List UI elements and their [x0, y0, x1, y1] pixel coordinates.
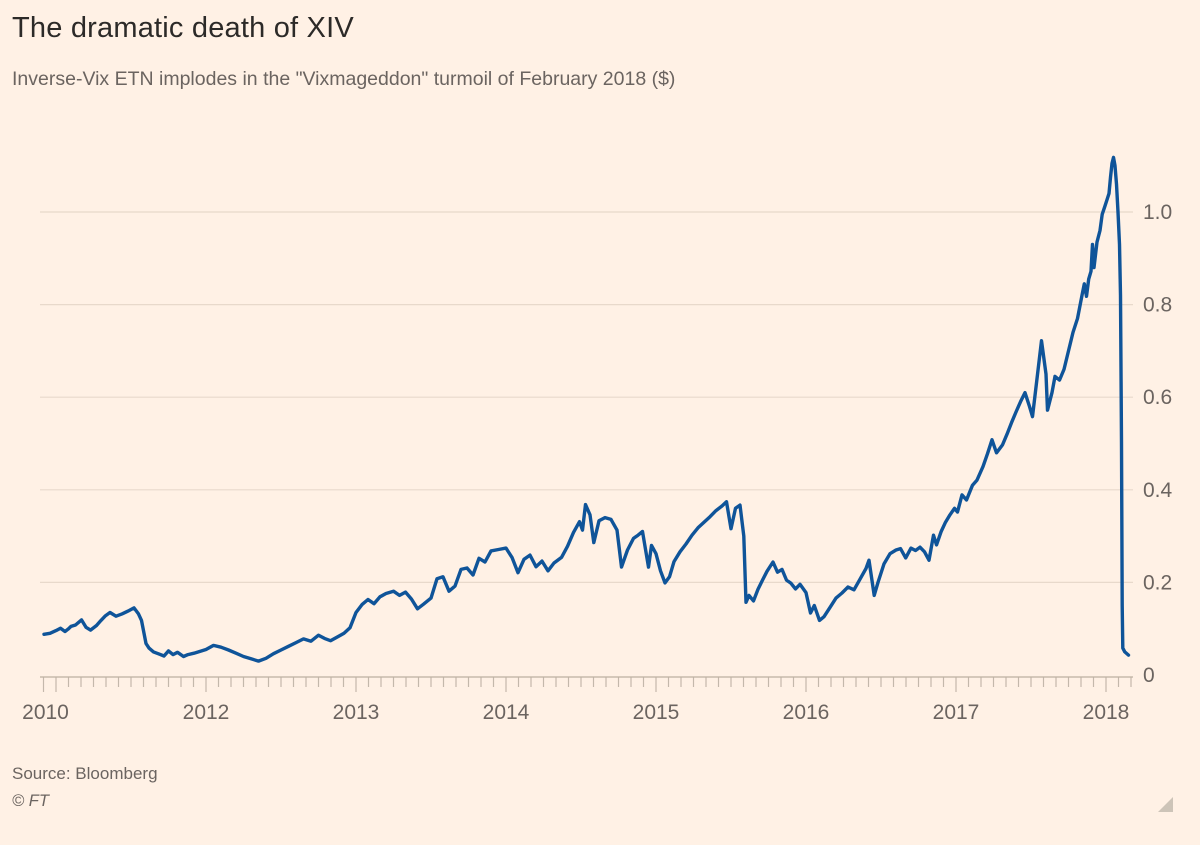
x-axis-label: 2016 [783, 701, 830, 724]
x-axis-label: 2018 [1083, 701, 1130, 724]
y-axis-label: 0.6 [1143, 386, 1172, 409]
y-axis-label: 0.4 [1143, 479, 1173, 502]
resize-handle-icon[interactable] [1158, 797, 1173, 812]
xiv-price-line [42, 155, 1131, 663]
x-axis-label: 2013 [333, 701, 380, 724]
x-axis-label: 2015 [633, 701, 680, 724]
source-label: Source: Bloomberg [12, 764, 158, 783]
y-axis-label: 0 [1143, 664, 1155, 687]
ft-copyright: © FT [12, 792, 49, 810]
chart-subtitle: Inverse-Vix ETN implodes in the "Vixmage… [12, 68, 676, 90]
y-axis-label: 0.2 [1143, 571, 1172, 594]
x-axis-label: 2014 [483, 701, 530, 724]
y-axis-label: 0.8 [1143, 294, 1172, 317]
x-axis-label: 2017 [933, 701, 980, 724]
page-title: The dramatic death of XIV [12, 12, 354, 44]
x-axis-label: 2010 [22, 701, 69, 724]
y-axis-label: 1.0 [1143, 201, 1172, 224]
x-axis-label: 2012 [183, 701, 230, 724]
